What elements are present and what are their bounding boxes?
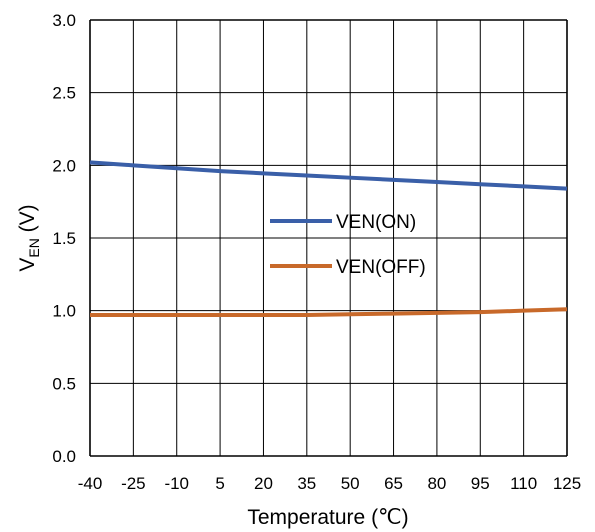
x-tick-label: 5 bbox=[215, 474, 224, 493]
x-tick-label: 110 bbox=[510, 474, 537, 493]
y-axis-title-subscript: EN bbox=[26, 238, 42, 257]
x-tick-labels: -40 -25 -10 5 20 35 50 65 80 95 110 125 bbox=[78, 474, 581, 493]
legend-label-ven-off: VEN(OFF) bbox=[336, 257, 426, 278]
x-tick-label: 80 bbox=[427, 474, 446, 493]
y-axis-title-main: V bbox=[16, 258, 39, 272]
x-tick-label: 50 bbox=[341, 474, 360, 493]
y-tick-label: 0.0 bbox=[52, 447, 76, 466]
x-tick-label: 65 bbox=[384, 474, 403, 493]
y-tick-label: 2.5 bbox=[52, 84, 76, 103]
x-tick-label: -25 bbox=[121, 474, 146, 493]
y-tick-label: 0.5 bbox=[52, 374, 76, 393]
x-tick-label: -10 bbox=[164, 474, 189, 493]
x-tick-label: 20 bbox=[254, 474, 273, 493]
legend: VEN(ON) VEN(OFF) bbox=[270, 212, 426, 278]
x-tick-label: 125 bbox=[553, 474, 581, 493]
series-line-ven-on bbox=[89, 160, 568, 191]
legend-label-ven-on: VEN(ON) bbox=[336, 212, 416, 233]
y-tick-label: 1.0 bbox=[52, 302, 76, 321]
series-lines bbox=[89, 160, 568, 318]
y-tick-label: 3.0 bbox=[52, 11, 76, 30]
y-tick-label: 2.0 bbox=[52, 156, 76, 175]
y-axis-title: VEN (V) bbox=[16, 204, 42, 271]
y-tick-labels: 0.0 0.5 1.0 1.5 2.0 2.5 3.0 bbox=[52, 11, 76, 466]
grid bbox=[89, 19, 568, 457]
x-axis-title: Temperature (℃) bbox=[247, 506, 408, 529]
y-tick-label: 1.5 bbox=[52, 229, 76, 248]
y-axis-title-unit: (V) bbox=[16, 204, 39, 238]
x-tick-label: 35 bbox=[297, 474, 316, 493]
series-line-ven-off bbox=[90, 307, 568, 318]
x-tick-label: 95 bbox=[471, 474, 490, 493]
x-tick-label: -40 bbox=[78, 474, 103, 493]
